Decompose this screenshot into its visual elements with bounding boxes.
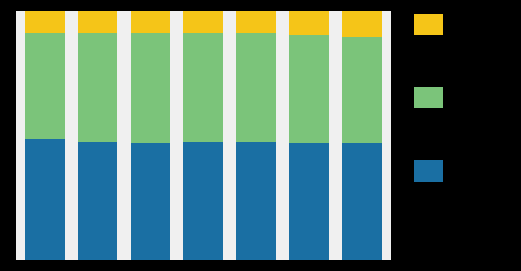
Bar — [236, 33, 276, 142]
Bar — [78, 11, 117, 33]
Bar — [25, 11, 65, 33]
Bar — [78, 142, 117, 260]
Bar — [25, 139, 65, 260]
Bar — [236, 11, 276, 33]
Bar — [183, 142, 223, 260]
Bar — [131, 11, 170, 33]
Bar — [342, 11, 381, 37]
Bar — [342, 143, 381, 260]
Bar — [183, 11, 223, 33]
Bar — [25, 33, 65, 139]
Bar — [131, 33, 170, 143]
Bar — [78, 33, 117, 142]
Bar — [131, 143, 170, 260]
Bar — [236, 142, 276, 260]
Bar — [289, 34, 329, 143]
Bar — [289, 143, 329, 260]
Bar — [183, 33, 223, 142]
Bar — [342, 37, 381, 143]
Bar — [289, 11, 329, 34]
